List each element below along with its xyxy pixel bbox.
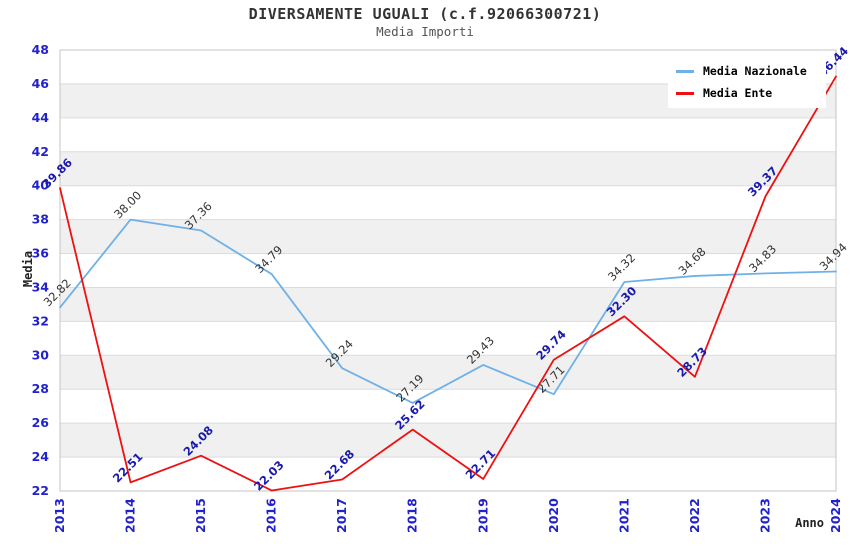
legend: Media Nazionale Media Ente (668, 56, 826, 108)
svg-text:2014: 2014 (123, 498, 138, 533)
svg-text:2013: 2013 (52, 498, 67, 533)
svg-text:2017: 2017 (334, 498, 349, 533)
svg-text:2018: 2018 (405, 498, 420, 533)
svg-text:24: 24 (32, 449, 50, 464)
svg-text:22: 22 (32, 483, 49, 498)
svg-text:44: 44 (32, 110, 50, 125)
svg-text:34: 34 (32, 279, 50, 294)
svg-text:32: 32 (32, 313, 49, 328)
svg-text:26: 26 (32, 415, 50, 430)
svg-text:40: 40 (32, 178, 50, 193)
svg-text:2022: 2022 (687, 498, 702, 533)
svg-text:2021: 2021 (616, 498, 631, 533)
svg-text:2024: 2024 (828, 498, 843, 533)
svg-text:46: 46 (32, 76, 50, 91)
legend-swatch-media-nazionale-icon (676, 69, 694, 73)
legend-item-media-nazionale: Media Nazionale (676, 60, 826, 82)
svg-text:30: 30 (32, 347, 50, 362)
svg-text:48: 48 (32, 42, 49, 57)
svg-text:28: 28 (32, 381, 49, 396)
svg-text:42: 42 (32, 144, 49, 159)
svg-text:2019: 2019 (475, 498, 490, 533)
legend-item-media-ente: Media Ente (676, 82, 826, 104)
x-axis-label: Anno (795, 516, 824, 530)
svg-text:36: 36 (32, 246, 50, 261)
legend-label-media-ente: Media Ente (703, 86, 773, 100)
chart-subtitle: Media Importi (376, 24, 474, 39)
legend-label-media-nazionale: Media Nazionale (703, 64, 807, 78)
svg-text:38: 38 (32, 212, 49, 227)
svg-text:2023: 2023 (757, 498, 772, 533)
svg-text:2015: 2015 (193, 498, 208, 533)
svg-text:2020: 2020 (546, 498, 561, 533)
legend-swatch-media-ente-icon (676, 91, 694, 95)
chart-title: DIVERSAMENTE UGUALI (c.f.92066300721) (248, 5, 602, 23)
svg-text:2016: 2016 (264, 498, 279, 533)
y-axis-label: Media (21, 250, 35, 288)
